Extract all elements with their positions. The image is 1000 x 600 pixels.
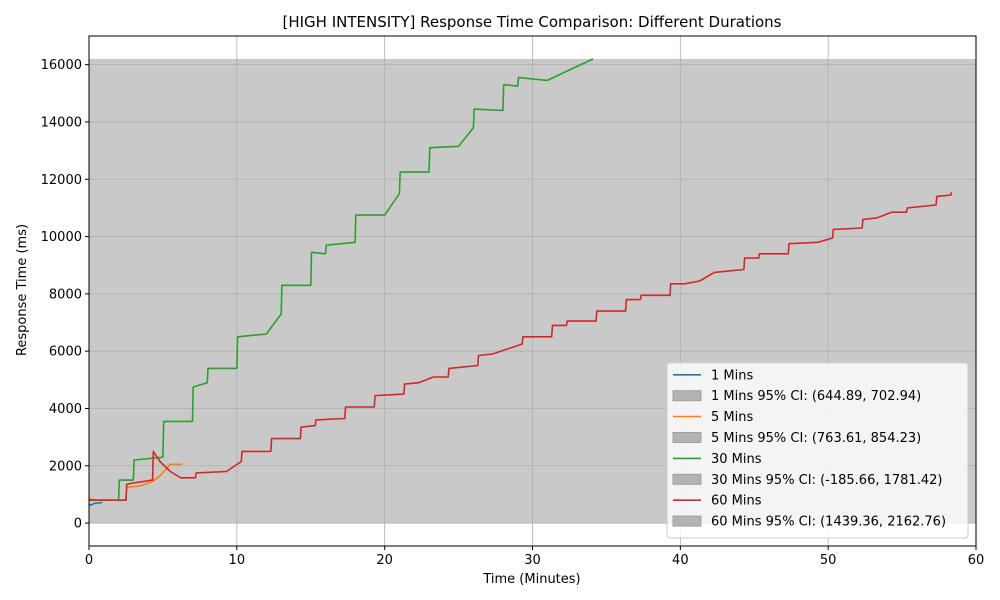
y-tick-label-8: 16000 xyxy=(41,58,82,73)
y-axis-ticks: 0 2000 4000 6000 8000 10000 12000 14000 16000 xyxy=(41,58,89,532)
x-tick-label-1: 10 xyxy=(229,553,246,568)
legend-box xyxy=(666,362,969,539)
legend-label-1: 1 Mins 95% CI: (644.89, 702.94) xyxy=(711,389,921,404)
y-tick-label-4: 8000 xyxy=(49,287,82,302)
series-lines xyxy=(88,58,953,507)
legend-label-2: 5 Mins xyxy=(711,410,753,425)
legend-label-5: 30 Mins 95% CI: (-185.66, 1781.42) xyxy=(711,473,942,488)
x-tick-label-5: 50 xyxy=(820,553,837,568)
legend-swatch-3 xyxy=(672,432,702,443)
legend-label-0: 1 Mins xyxy=(711,368,753,383)
legend-label-3: 5 Mins 95% CI: (763.61, 854.23) xyxy=(711,431,921,446)
series-line-2 xyxy=(89,58,594,501)
x-axis-ticks: 0 10 20 30 40 50 60 xyxy=(85,546,984,568)
x-tick-label-6: 60 xyxy=(968,553,985,568)
chart-title: [HIGH INTENSITY] Response Time Compariso… xyxy=(282,13,781,31)
legend-label-4: 30 Mins xyxy=(711,452,762,467)
y-tick-label-7: 14000 xyxy=(41,115,82,130)
series-line-3 xyxy=(89,192,953,501)
x-axis-label: Time (Minutes) xyxy=(482,572,580,587)
legend-label-6: 60 Mins xyxy=(711,494,762,509)
y-tick-label-5: 10000 xyxy=(41,230,82,245)
x-tick-label-3: 30 xyxy=(524,553,541,568)
y-axis-label: Response Time (ms) xyxy=(15,224,30,356)
legend-swatch-7 xyxy=(672,515,702,527)
series-line-0 xyxy=(88,501,103,507)
legend-swatch-5 xyxy=(672,473,702,485)
x-tick-label-4: 40 xyxy=(672,553,689,568)
x-tick-label-2: 20 xyxy=(376,553,393,568)
y-tick-label-2: 4000 xyxy=(49,402,82,417)
y-tick-label-0: 0 xyxy=(74,517,82,532)
legend-swatch-1 xyxy=(672,390,702,402)
y-tick-label-1: 2000 xyxy=(49,459,82,474)
legend-label-7: 60 Mins 95% CI: (1439.36, 2162.76) xyxy=(711,515,946,530)
x-tick-label-0: 0 xyxy=(85,553,93,568)
y-tick-label-6: 12000 xyxy=(41,173,82,188)
legend: 1 Mins 1 Mins 95% CI: (644.89, 702.94) 5 M… xyxy=(666,362,969,539)
y-tick-label-3: 6000 xyxy=(49,345,82,360)
